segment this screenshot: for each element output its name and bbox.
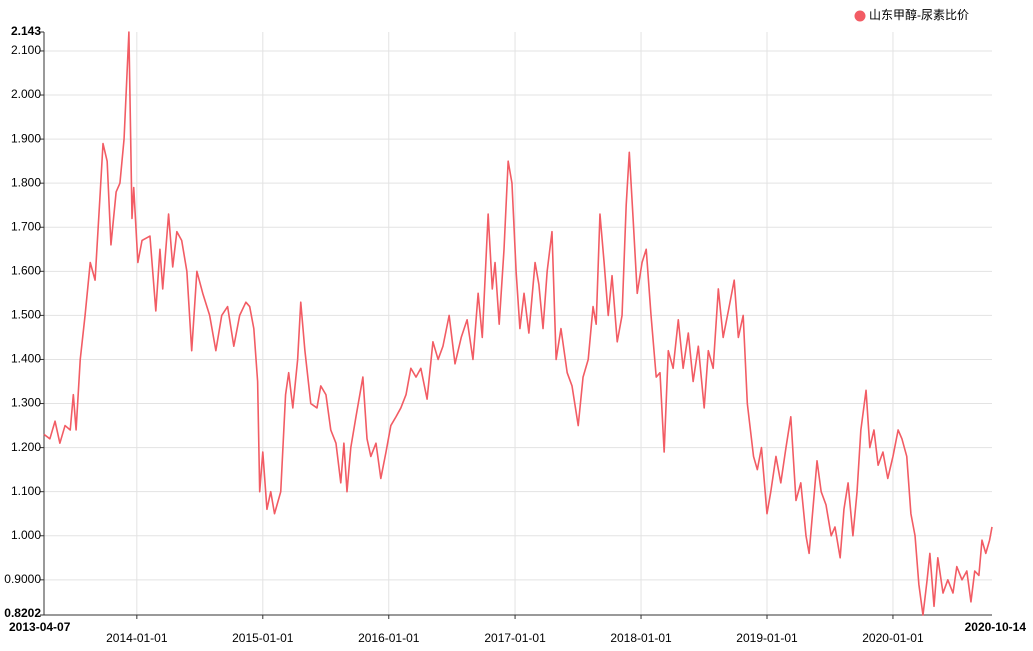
x-limit-label: 2013-04-07	[9, 620, 71, 634]
x-tick-label: 2015-01-01	[232, 631, 294, 645]
y-tick-label: 1.900	[11, 131, 41, 145]
legend-label[interactable]: 山东甲醇-尿素比价	[869, 7, 969, 22]
y-tick-label: 2.100	[11, 43, 41, 57]
x-tick-label: 2019-01-01	[736, 631, 798, 645]
y-tick-label: 1.400	[11, 352, 41, 366]
legend[interactable]: 山东甲醇-尿素比价	[854, 7, 970, 22]
grid	[44, 32, 992, 615]
y-tick-label: 1.800	[11, 175, 41, 189]
y-tick-label: 2.000	[11, 87, 41, 101]
y-tick-label: 1.600	[11, 263, 41, 277]
y-limit-label: 0.8202	[4, 606, 41, 620]
y-tick-label: 0.9000	[4, 572, 41, 586]
legend-marker[interactable]	[854, 10, 866, 22]
axes: 0.9000 1.000 1.100 1.200 1.300 1.400 1.500 1.60…	[4, 24, 1026, 645]
y-tick-label: 1.200	[11, 440, 41, 454]
y-tick-label: 1.300	[11, 396, 41, 410]
x-tick-label: 2014-01-01	[106, 631, 168, 645]
x-tick-label: 2020-01-01	[862, 631, 924, 645]
y-tick-label: 1.000	[11, 528, 41, 542]
data-line	[43, 31, 993, 616]
y-tick-label: 1.100	[11, 484, 41, 498]
y-tick-label: 1.700	[11, 219, 41, 233]
x-tick-label: 2016-01-01	[358, 631, 420, 645]
x-tick-label: 2018-01-01	[610, 631, 672, 645]
x-limit-label: 2020-10-14	[965, 620, 1027, 634]
y-limit-label: 2.143	[11, 24, 41, 38]
y-tick-label: 1.500	[11, 308, 41, 322]
x-tick-label: 2017-01-01	[484, 631, 546, 645]
